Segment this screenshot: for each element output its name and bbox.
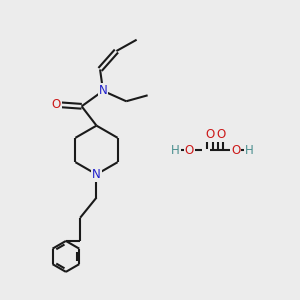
Text: N: N bbox=[92, 168, 101, 181]
Text: O: O bbox=[184, 143, 194, 157]
Text: O: O bbox=[216, 128, 225, 141]
Text: O: O bbox=[206, 128, 215, 141]
Text: O: O bbox=[231, 143, 240, 157]
Text: N: N bbox=[99, 84, 107, 98]
Text: H: H bbox=[171, 143, 180, 157]
Text: O: O bbox=[52, 98, 61, 111]
Text: H: H bbox=[245, 143, 254, 157]
